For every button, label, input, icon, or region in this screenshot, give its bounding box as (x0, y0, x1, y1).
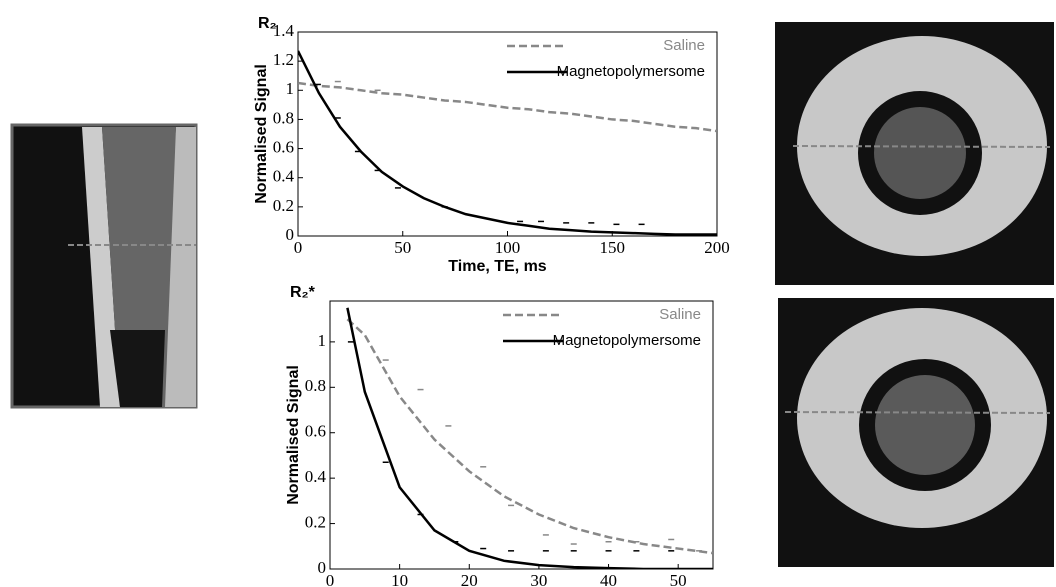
series-line (346, 318, 713, 555)
x-tick-label: 100 (495, 238, 521, 257)
series-line (346, 307, 713, 569)
x-tick-label: 40 (600, 571, 617, 587)
y-tick-label: 0.6 (273, 137, 294, 156)
legend-label: Magnetopolymersome (553, 332, 701, 349)
y-tick-label: 0.2 (273, 196, 294, 215)
y-tick-label: 0 (318, 558, 327, 577)
x-tick-label: 50 (394, 238, 411, 257)
y-axis-label: Normalised Signal (253, 64, 270, 204)
legend-label: Saline (663, 37, 705, 54)
right-image-top (775, 22, 1054, 285)
y-tick-label: 0.4 (305, 467, 327, 486)
x-tick-label: 20 (461, 571, 478, 587)
series-line (298, 81, 717, 133)
y-tick-label: 0.6 (305, 422, 326, 441)
y-tick-label: 0 (286, 225, 295, 244)
y-tick-label: 0.2 (305, 512, 326, 531)
x-axis-label: Time, TE, ms (448, 258, 547, 275)
y-tick-label: 1.2 (273, 50, 294, 69)
legend-label: Saline (659, 306, 701, 323)
right-image-bottom (778, 298, 1054, 567)
x-tick-label: 50 (670, 571, 687, 587)
series-line (298, 50, 717, 236)
y-tick-label: 0.8 (305, 376, 326, 395)
y-tick-label: 1 (286, 79, 295, 98)
x-tick-label: 10 (391, 571, 408, 587)
y-tick-label: 1 (318, 331, 327, 350)
x-tick-label: 200 (704, 238, 730, 257)
y-tick-label: 0.8 (273, 108, 294, 127)
panel-label: R₂ (258, 15, 277, 32)
y-axis-label: Normalised Signal (285, 365, 302, 505)
panel-label: R₂* (290, 284, 316, 301)
x-tick-label: 150 (600, 238, 626, 257)
y-tick-label: 0.4 (273, 167, 295, 186)
left-image (10, 123, 198, 409)
legend-label: Magnetopolymersome (557, 63, 705, 80)
y-tick-label: 1.4 (273, 21, 295, 40)
x-tick-label: 30 (530, 571, 547, 587)
x-tick-label: 0 (294, 238, 303, 257)
x-tick-label: 0 (326, 571, 335, 587)
plot-frame (329, 300, 714, 570)
